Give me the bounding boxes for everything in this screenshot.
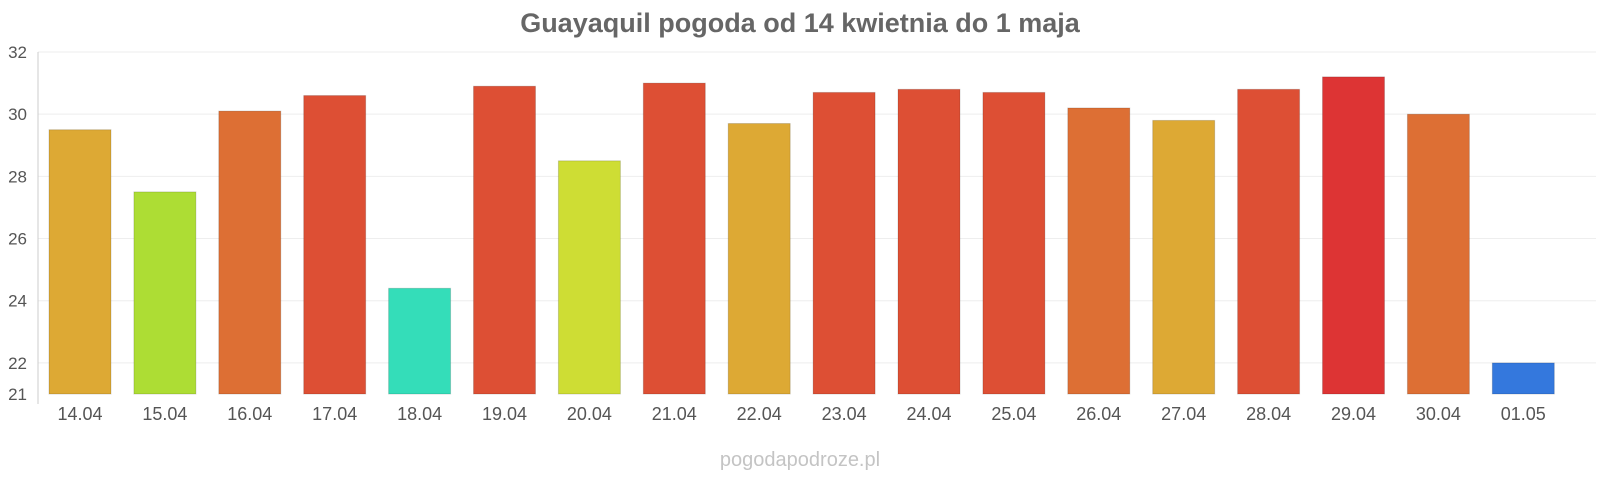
y-tick-label: 26 bbox=[8, 230, 27, 249]
y-tick-label: 21 bbox=[8, 385, 27, 404]
x-tick-label: 28.04 bbox=[1246, 404, 1291, 424]
y-axis-ticks: 21 22 24 26 28 30 32 bbox=[8, 43, 27, 404]
x-tick-label: 27.04 bbox=[1161, 404, 1206, 424]
bar-17.04[interactable] bbox=[303, 95, 367, 395]
bars bbox=[48, 76, 1555, 395]
x-tick-label: 19.04 bbox=[482, 404, 527, 424]
x-tick-label: 30.04 bbox=[1416, 404, 1461, 424]
bar-19.04[interactable] bbox=[473, 85, 536, 395]
bar-14.04[interactable] bbox=[48, 129, 112, 395]
x-tick-label: 15.04 bbox=[142, 404, 187, 424]
bar-23.04[interactable] bbox=[812, 91, 876, 395]
y-tick-label: 32 bbox=[8, 43, 27, 62]
chart-title: Guayaquil pogoda od 14 kwietnia do 1 maj… bbox=[520, 8, 1080, 38]
x-tick-label: 23.04 bbox=[822, 404, 867, 424]
bar-15.04[interactable] bbox=[133, 191, 197, 395]
x-tick-label: 20.04 bbox=[567, 404, 612, 424]
bar-25.04[interactable] bbox=[982, 91, 1046, 395]
bar-28.04[interactable] bbox=[1237, 88, 1301, 395]
bar-21.04[interactable] bbox=[642, 82, 706, 395]
y-tick-label: 30 bbox=[8, 105, 27, 124]
bar-16.04[interactable] bbox=[218, 110, 282, 395]
x-tick-label: 16.04 bbox=[227, 404, 272, 424]
x-axis-ticks: 14.04 15.04 16.04 17.04 18.04 19.04 20.04 21.04… bbox=[57, 404, 1545, 424]
x-tick-label: 01.05 bbox=[1501, 404, 1546, 424]
bar-30.04[interactable] bbox=[1406, 113, 1470, 395]
bar-20.04[interactable] bbox=[557, 160, 621, 395]
bar-18.04[interactable] bbox=[388, 287, 452, 395]
x-tick-label: 21.04 bbox=[652, 404, 697, 424]
x-tick-label: 18.04 bbox=[397, 404, 442, 424]
y-tick-label: 28 bbox=[8, 167, 27, 186]
y-tick-label: 24 bbox=[8, 292, 27, 311]
x-tick-label: 14.04 bbox=[57, 404, 102, 424]
x-tick-label: 25.04 bbox=[991, 404, 1036, 424]
y-tick-label: 22 bbox=[8, 354, 27, 373]
bar-22.04[interactable] bbox=[727, 123, 791, 395]
x-tick-label: 17.04 bbox=[312, 404, 357, 424]
bar-27.04[interactable] bbox=[1152, 119, 1216, 395]
x-tick-label: 24.04 bbox=[906, 404, 951, 424]
x-tick-label: 22.04 bbox=[737, 404, 782, 424]
bar-01.05[interactable] bbox=[1491, 362, 1555, 395]
x-tick-label: 29.04 bbox=[1331, 404, 1376, 424]
bar-24.04[interactable] bbox=[897, 88, 961, 395]
x-tick-label: 26.04 bbox=[1076, 404, 1121, 424]
bar-29.04[interactable] bbox=[1322, 76, 1385, 395]
bar-26.04[interactable] bbox=[1067, 107, 1131, 395]
watermark: pogodapodroze.pl bbox=[719, 449, 881, 471]
